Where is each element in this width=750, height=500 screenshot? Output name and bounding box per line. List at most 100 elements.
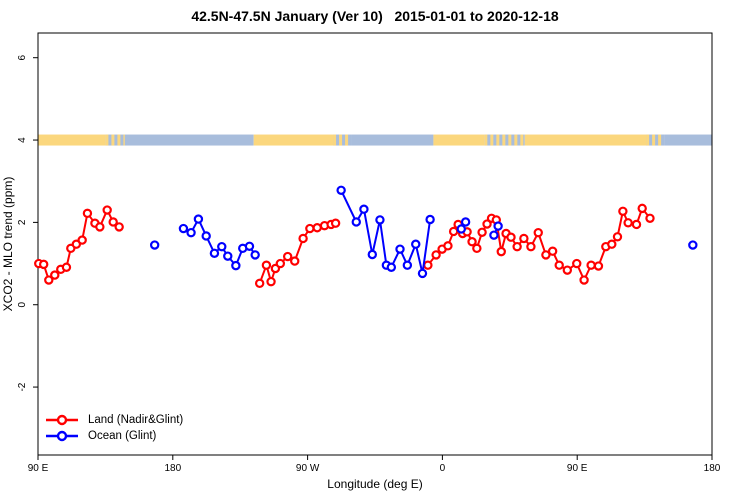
data-point-land xyxy=(547,246,558,256)
data-point-ocean xyxy=(149,240,160,250)
data-point-ocean xyxy=(367,249,378,260)
data-point-land xyxy=(562,265,573,275)
surface-band-segment xyxy=(124,134,254,146)
data-point-land xyxy=(61,262,72,272)
data-point-ocean xyxy=(425,214,435,225)
land-marker-icon xyxy=(46,414,78,426)
data-point-land xyxy=(645,213,655,223)
data-point-ocean xyxy=(460,217,471,227)
data-point-land xyxy=(631,219,642,230)
x-tick-label: 0 xyxy=(440,463,446,474)
data-point-ocean xyxy=(217,241,227,252)
data-point-land xyxy=(38,259,49,270)
x-tick-label: 180 xyxy=(704,463,721,474)
legend-item-land: Land (Nadir&Glint) xyxy=(44,412,183,428)
legend-label-land: Land (Nadir&Glint) xyxy=(88,413,184,426)
data-point-land xyxy=(95,222,105,232)
data-point-ocean xyxy=(201,231,211,241)
surface-band-speckle xyxy=(508,134,512,146)
surface-band-speckle xyxy=(502,134,506,146)
data-point-ocean xyxy=(231,260,241,271)
data-point-land xyxy=(612,232,623,242)
data-point-ocean xyxy=(375,215,385,225)
data-point-land xyxy=(467,237,477,247)
data-point-land xyxy=(266,276,276,287)
surface-band-speckle xyxy=(339,134,343,146)
data-point-land xyxy=(593,261,604,271)
data-point-land xyxy=(541,250,551,260)
data-point-ocean xyxy=(250,250,260,260)
data-point-ocean xyxy=(395,244,405,254)
surface-band-speckle xyxy=(484,134,488,146)
surface-band-speckle xyxy=(646,134,650,146)
surface-band-segment xyxy=(524,134,647,146)
data-point-land xyxy=(586,260,596,270)
data-point-land xyxy=(607,239,617,249)
y-tick-label: -2 xyxy=(17,382,28,391)
surface-band-segment xyxy=(253,134,334,146)
x-tick-label: 90 E xyxy=(567,463,588,474)
data-point-ocean xyxy=(493,221,503,231)
data-point-land xyxy=(330,218,341,228)
surface-band-segment xyxy=(38,134,106,146)
x-tick-label: 180 xyxy=(164,463,181,474)
data-point-land xyxy=(554,260,564,270)
data-point-ocean xyxy=(209,248,220,258)
data-point-land xyxy=(305,223,315,234)
y-tick-label: 0 xyxy=(17,302,28,308)
data-point-land xyxy=(275,258,286,269)
data-point-land xyxy=(496,246,506,257)
data-point-land xyxy=(512,241,522,252)
surface-band-speckle xyxy=(514,134,518,146)
data-point-land xyxy=(533,227,543,238)
surface-band-speckle xyxy=(520,134,524,146)
data-point-land xyxy=(312,223,322,233)
surface-band-speckle xyxy=(117,134,121,146)
y-axis-title: XCO2 - MLO trend (ppm) xyxy=(1,177,15,312)
data-point-ocean xyxy=(489,230,499,240)
data-point-land xyxy=(443,241,453,251)
data-point-ocean xyxy=(359,204,369,214)
data-point-land xyxy=(623,218,633,228)
data-point-land xyxy=(50,270,60,280)
data-point-land xyxy=(431,250,441,260)
data-point-ocean xyxy=(178,223,189,234)
surface-band-speckle xyxy=(652,134,656,146)
data-point-ocean xyxy=(186,227,196,238)
data-point-land xyxy=(526,241,536,252)
series-line-ocean xyxy=(182,216,257,268)
surface-band-speckle xyxy=(345,134,349,146)
x-tick-label: 90 E xyxy=(28,463,49,474)
data-point-ocean xyxy=(688,240,698,250)
data-point-land xyxy=(579,275,589,285)
surface-band-speckle xyxy=(496,134,500,146)
data-point-land xyxy=(618,206,628,216)
data-point-land xyxy=(298,233,308,244)
data-point-ocean xyxy=(402,260,413,270)
data-point-ocean xyxy=(244,241,255,251)
data-point-land xyxy=(114,222,124,232)
y-tick-label: 2 xyxy=(17,219,28,225)
surface-band-segment xyxy=(105,134,125,146)
surface-band-speckle xyxy=(105,134,109,146)
ocean-marker-icon xyxy=(46,430,78,442)
data-point-land xyxy=(482,219,492,229)
surface-band-speckle xyxy=(111,134,115,146)
surface-band-speckle xyxy=(333,134,337,146)
x-tick-label: 90 W xyxy=(296,463,320,474)
data-point-land xyxy=(44,275,54,285)
legend-item-ocean: Ocean (Glint) xyxy=(44,428,183,444)
surface-band-speckle xyxy=(658,134,662,146)
data-point-ocean xyxy=(411,239,421,249)
x-axis-title: Longitude (deg E) xyxy=(327,477,422,491)
data-point-land xyxy=(423,260,433,270)
data-point-land xyxy=(102,205,112,215)
surface-band-segment xyxy=(351,134,434,146)
plot-border xyxy=(37,32,713,456)
data-point-land xyxy=(477,227,487,237)
y-tick-label: 4 xyxy=(17,137,28,143)
data-point-ocean xyxy=(193,214,204,224)
y-tick-label: 6 xyxy=(17,54,28,60)
